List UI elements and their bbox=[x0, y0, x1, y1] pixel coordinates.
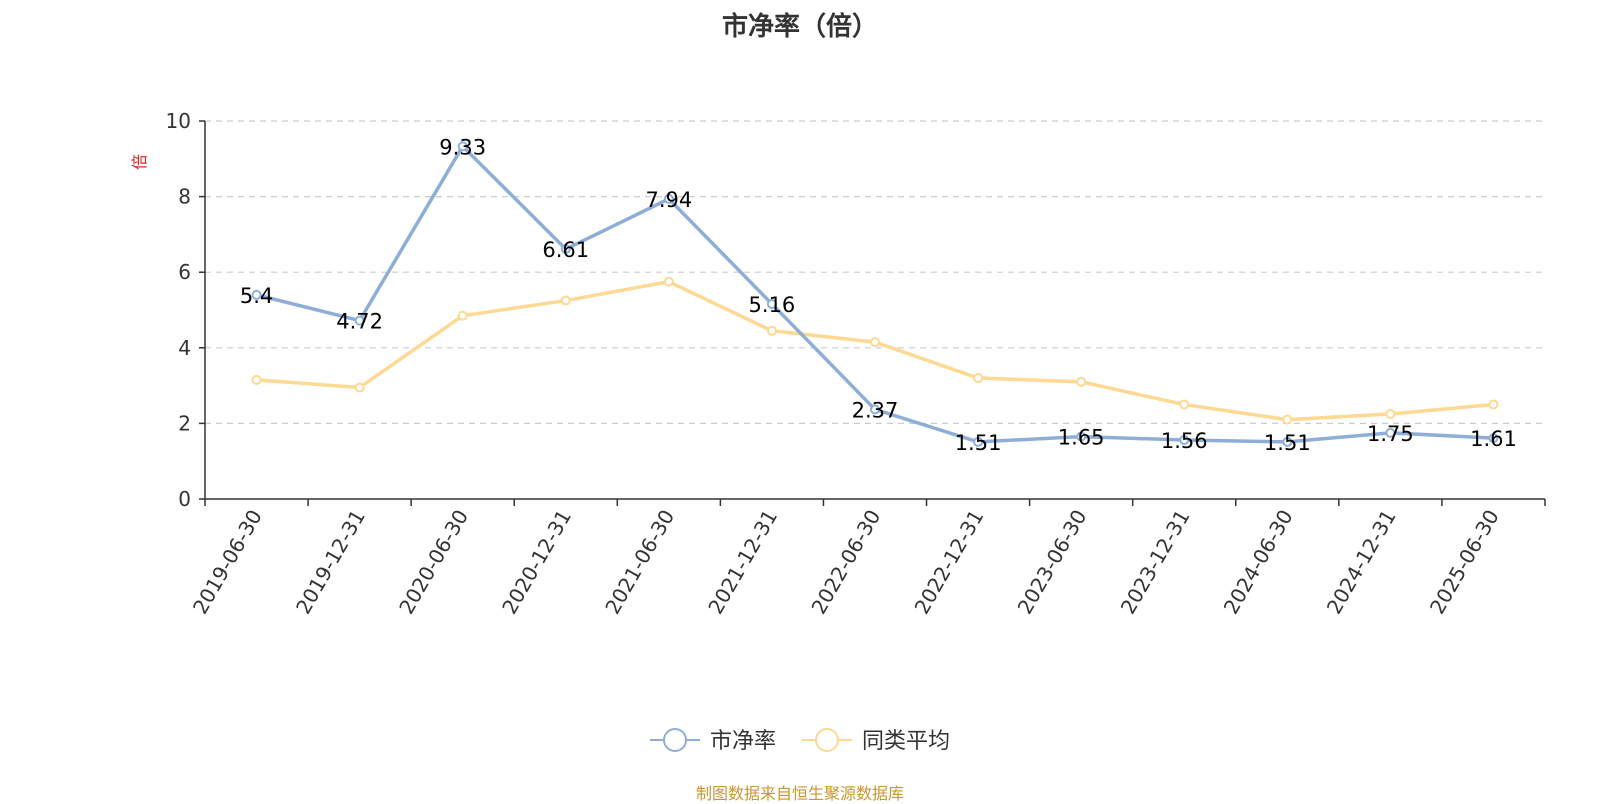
data-label: 1.56 bbox=[1161, 429, 1208, 453]
x-tick-label: 2021-06-30 bbox=[600, 506, 679, 619]
data-point bbox=[973, 373, 984, 384]
y-tick-label: 10 bbox=[166, 109, 191, 133]
source-note: 制图数据来自恒生聚源数据库 bbox=[695, 784, 904, 803]
x-tick-label: 2025-06-30 bbox=[1425, 506, 1504, 619]
data-point bbox=[870, 404, 880, 415]
x-tick-label: 2020-06-30 bbox=[394, 506, 473, 619]
y-tick-label: 6 bbox=[178, 260, 191, 284]
data-point bbox=[1488, 399, 1499, 410]
legend-label: 市净率 bbox=[710, 729, 776, 754]
data-label: 1.61 bbox=[1470, 427, 1517, 451]
data-label: 5.16 bbox=[749, 293, 796, 317]
chart-title: 市净率（倍） bbox=[721, 12, 878, 42]
x-tick-label: 2022-06-30 bbox=[806, 506, 885, 619]
data-point bbox=[354, 315, 365, 326]
data-point bbox=[870, 337, 880, 348]
x-tick-label: 2023-06-30 bbox=[1013, 506, 1092, 619]
data-label: 4.72 bbox=[336, 310, 383, 334]
x-tick-label: 2024-12-31 bbox=[1322, 506, 1401, 619]
data-point bbox=[1076, 431, 1087, 442]
data-point bbox=[973, 436, 984, 447]
data-label: 1.75 bbox=[1367, 422, 1414, 446]
data-point bbox=[766, 325, 777, 336]
data-label: 7.94 bbox=[645, 188, 692, 212]
y-axis-title: 倍 bbox=[130, 154, 149, 170]
x-tick-label: 2020-12-31 bbox=[497, 506, 576, 619]
data-label: 2.37 bbox=[852, 398, 899, 422]
data-point bbox=[354, 382, 365, 393]
legend: 市净率 同类平均 bbox=[650, 728, 950, 754]
x-tick-label: 2019-12-31 bbox=[291, 506, 370, 619]
x-tick-label: 2019-06-30 bbox=[188, 506, 267, 619]
y-tick-label: 2 bbox=[178, 411, 191, 435]
x-tick-label: 2023-12-31 bbox=[1116, 506, 1195, 619]
data-point bbox=[1076, 376, 1087, 387]
data-point bbox=[1282, 436, 1293, 447]
data-label: 1.51 bbox=[955, 431, 1002, 455]
axes: 0 2 4 6 8 10 倍 2019-06-30 2019-12-31 2020-06-30 20… bbox=[130, 109, 1546, 619]
data-point bbox=[251, 289, 262, 300]
y-tick-label: 0 bbox=[178, 487, 191, 511]
legend-label: 同类平均 bbox=[862, 729, 950, 754]
x-tick-label: 2024-06-30 bbox=[1219, 506, 1298, 619]
x-tick-label: 2021-12-31 bbox=[703, 506, 782, 619]
grid-lines bbox=[205, 120, 1545, 424]
data-label: 1.51 bbox=[1264, 431, 1311, 455]
data-point bbox=[1488, 433, 1499, 444]
x-tick-label: 2022-12-31 bbox=[910, 506, 989, 619]
data-point bbox=[1179, 399, 1190, 410]
data-point bbox=[560, 244, 571, 255]
legend-marker bbox=[815, 728, 839, 752]
data-labels: 5.4 4.72 9.33 6.61 7.94 5.16 2.37 1.51 1.65 1.56 1… bbox=[240, 135, 1517, 455]
data-point bbox=[1385, 408, 1396, 419]
y-tick-label: 4 bbox=[178, 336, 191, 360]
data-label: 1.65 bbox=[1058, 426, 1105, 450]
data-label: 6.61 bbox=[542, 238, 589, 262]
data-point bbox=[1179, 435, 1190, 446]
legend-marker bbox=[663, 728, 687, 752]
data-point bbox=[663, 193, 674, 204]
data-point bbox=[663, 276, 674, 287]
data-point bbox=[1385, 427, 1396, 438]
y-tick-label: 8 bbox=[178, 185, 191, 209]
data-label: 9.33 bbox=[439, 135, 486, 159]
data-point bbox=[766, 298, 777, 309]
series-lines bbox=[251, 141, 1499, 447]
data-point bbox=[1282, 414, 1293, 425]
data-point bbox=[457, 310, 468, 321]
data-label: 5.4 bbox=[240, 284, 273, 308]
data-point bbox=[560, 295, 571, 306]
data-point bbox=[251, 374, 262, 385]
data-point bbox=[457, 141, 468, 152]
